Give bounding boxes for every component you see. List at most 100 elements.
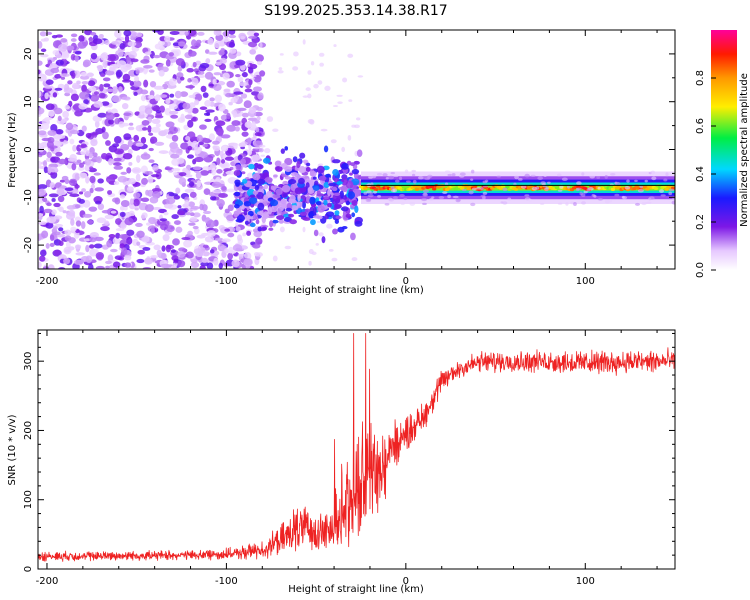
spectrogram-cell xyxy=(107,190,113,195)
spectrogram-cell xyxy=(46,202,52,207)
spectrogram-cell xyxy=(93,172,101,176)
spectrogram-cell xyxy=(183,239,193,248)
spectrogram-cell xyxy=(163,203,174,209)
spectrogram-cell xyxy=(314,180,319,186)
spectrogram-cell xyxy=(196,134,203,142)
spectrogram-cell xyxy=(195,60,202,66)
spectrogram-cell xyxy=(272,194,281,199)
spectrogram-cell xyxy=(226,124,237,132)
spectrogram-cell xyxy=(159,218,168,222)
spectrogram-cell xyxy=(50,156,61,163)
spectrogram-cell xyxy=(126,167,132,174)
spectrogram-cell xyxy=(100,53,109,61)
spectrogram-cell xyxy=(259,209,264,217)
spectrogram-cell xyxy=(149,80,157,88)
spectrogram-cell xyxy=(247,64,251,67)
spectrogram-cell xyxy=(152,30,161,33)
tone-halo-cell xyxy=(557,202,563,205)
spectrogram-cell xyxy=(74,55,79,62)
spectrogram-cell xyxy=(67,80,73,85)
tone-halo-cell xyxy=(530,174,536,177)
spectrogram-cell xyxy=(76,80,81,85)
tone-halo-cell xyxy=(561,177,568,182)
spectrogram-cell xyxy=(39,54,49,58)
spectrogram-cell xyxy=(284,157,293,166)
tone-halo-cell xyxy=(388,198,394,202)
spectrogram-cell xyxy=(45,222,54,229)
spectrogram-cell xyxy=(218,49,225,56)
spectrogram-cell xyxy=(74,216,81,222)
spectrogram-cell xyxy=(78,172,88,179)
tone-halo-cell xyxy=(557,173,562,177)
spectrogram-cell xyxy=(200,170,209,176)
spectrogram-cell xyxy=(141,177,148,185)
spectrogram-cell xyxy=(263,194,268,201)
spectrogram-cell xyxy=(348,99,353,102)
spectrogram-cell xyxy=(88,86,97,92)
spectrogram-cell xyxy=(126,56,131,64)
spectrogram-cell xyxy=(135,32,143,38)
tone-halo-cell xyxy=(524,173,530,178)
spectrogram-cell xyxy=(284,146,289,151)
snr-panel: -200 -100 0 100 0 100 200 300 Height of straig… xyxy=(7,329,676,595)
spectrogram-cell xyxy=(171,168,181,172)
spectrogram-cell xyxy=(141,235,150,243)
spectrogram-cell xyxy=(255,237,263,245)
spectrogram-cell xyxy=(284,176,292,180)
spectrogram-y-ticks: -20 -10 0 10 20 xyxy=(23,29,675,270)
spectrogram-cell xyxy=(64,92,71,97)
tone-halo-cell xyxy=(393,174,399,178)
spectrogram-cell xyxy=(311,251,317,256)
spectrogram-cell xyxy=(313,83,319,89)
tone-halo-cell xyxy=(393,196,398,200)
spectrogram-cell xyxy=(248,35,258,39)
spectrogram-cell xyxy=(281,203,288,209)
spectrogram-cell xyxy=(258,173,266,181)
spectrogram-cell xyxy=(70,38,77,42)
spectrogram-cell xyxy=(178,177,187,186)
spectrogram-cell xyxy=(259,198,264,203)
spectrogram-cell xyxy=(211,167,217,176)
spectrogram-cell xyxy=(341,206,349,212)
spectrogram-cell xyxy=(216,199,225,207)
tone-halo-cell xyxy=(608,199,613,203)
spectrogram-cell xyxy=(148,69,155,73)
spectrogram-cell xyxy=(95,251,105,260)
spectrogram-cell xyxy=(134,207,139,211)
spectrogram-cell xyxy=(187,154,194,159)
spectrogram-cell xyxy=(82,61,90,68)
spectrogram-cell xyxy=(69,193,80,198)
spectrogram-cell xyxy=(49,242,55,248)
tone-halo-cell xyxy=(447,173,452,177)
spectrogram-cell xyxy=(181,236,191,241)
spectrogram-cell xyxy=(38,130,47,136)
spectrogram-cell xyxy=(134,76,140,82)
spectrogram-cell xyxy=(252,228,259,233)
spectrogram-cell xyxy=(202,244,209,249)
spectrogram-cell xyxy=(38,142,41,147)
tone-halo-cell xyxy=(547,181,551,184)
spectrogram-cell xyxy=(170,145,180,153)
spectrogram-cell xyxy=(101,101,110,106)
tone-halo-cell xyxy=(634,200,639,204)
spectrogram-cell xyxy=(249,222,256,228)
spectrogram-cell xyxy=(55,151,63,157)
spectrogram-cell xyxy=(206,220,216,228)
spectrogram-cell xyxy=(257,92,264,100)
spectrogram-cell xyxy=(237,78,243,83)
spectrogram-cell xyxy=(297,193,301,202)
spectrogram-cell xyxy=(308,179,315,187)
spectrogram-cell xyxy=(232,110,238,118)
spectrogram-cell xyxy=(168,126,179,134)
spectrogram-cell xyxy=(338,186,347,191)
spectrogram-cell xyxy=(294,187,303,195)
spectrogram-cell xyxy=(141,197,150,202)
spectrogram-cell xyxy=(241,71,248,78)
tone-halo-cell xyxy=(634,202,641,206)
tone-halo-cell xyxy=(659,189,664,193)
spectrogram-cell xyxy=(119,234,129,239)
spectrogram-cell xyxy=(144,204,154,212)
spectrogram-cell xyxy=(324,173,331,178)
tone-halo-cell xyxy=(565,202,569,206)
spectrogram-cell xyxy=(299,211,307,217)
